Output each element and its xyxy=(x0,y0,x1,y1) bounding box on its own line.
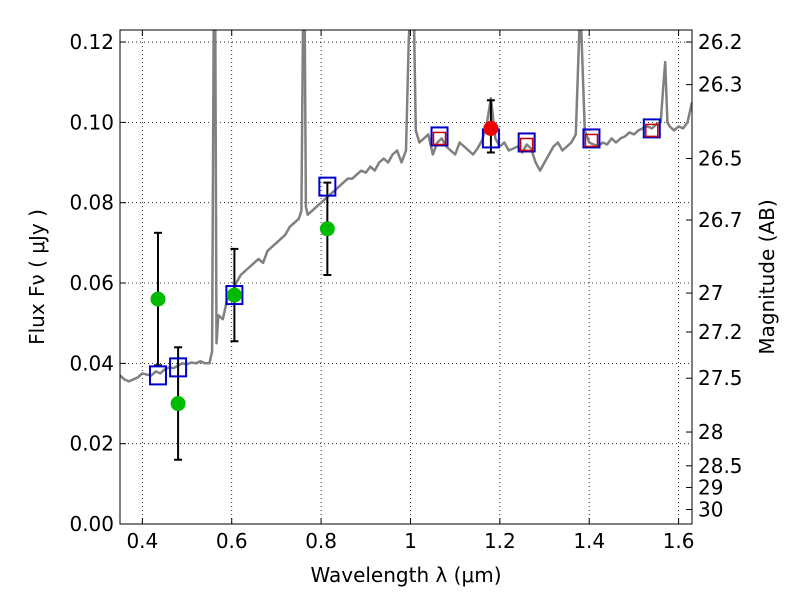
model-flux-square xyxy=(169,357,188,378)
mag-tick-label: 27 xyxy=(698,281,723,305)
plot-frame xyxy=(119,29,693,525)
x-tick-label: 1.4 xyxy=(573,529,605,553)
model-flux-square xyxy=(148,365,167,386)
x-tick-label: 1 xyxy=(404,529,417,553)
model-flux-square xyxy=(642,118,661,139)
model-flux-square-small xyxy=(432,131,447,146)
axis-ticks: 0.4 0.6 0.8 1 1.2 1.4 1.6 0.00 0.02 0.04 0.06 0.08 0… xyxy=(69,30,743,553)
observed-flux-point xyxy=(226,287,242,303)
mag-tick-label: 26.7 xyxy=(698,208,743,232)
mag-tick-label: 28 xyxy=(698,420,723,444)
x-axis-title: Wavelength λ (μm) xyxy=(310,563,501,587)
x-tick-label: 0.8 xyxy=(305,529,337,553)
y-tick-label: 0.10 xyxy=(69,110,114,134)
mag-tick-label: 30 xyxy=(698,498,723,522)
model-flux-square-small xyxy=(584,133,599,148)
mag-tick-label: 28.5 xyxy=(698,454,743,478)
y-tick-label: 0.02 xyxy=(69,432,114,456)
y2-axis-title: Magnitude (AB) xyxy=(755,199,779,354)
mag-tick-label: 26.2 xyxy=(698,30,743,54)
mag-tick-label: 27.5 xyxy=(698,366,743,390)
model-flux-square-small xyxy=(645,123,659,138)
model-flux-square xyxy=(430,126,449,147)
y-tick-label: 0.06 xyxy=(69,271,114,295)
plot-area xyxy=(120,30,692,461)
x-tick-label: 1.6 xyxy=(663,529,695,553)
x-tick-label: 0.6 xyxy=(216,529,248,553)
model-flux-square-small xyxy=(519,137,534,152)
observed-flux-point xyxy=(483,120,499,136)
x-tick-label: 1.2 xyxy=(484,529,516,553)
mag-tick-label: 26.5 xyxy=(698,147,743,171)
model-flux-square xyxy=(517,132,536,153)
observed-flux-point xyxy=(150,291,166,307)
observed-flux-point xyxy=(319,221,335,237)
y-tick-label: 0.08 xyxy=(69,191,114,215)
grid-lines xyxy=(120,30,692,524)
model-flux-square xyxy=(318,176,337,197)
y-tick-label: 0.04 xyxy=(69,351,114,375)
mag-tick-label: 26.3 xyxy=(698,73,743,97)
mag-tick-label: 29 xyxy=(698,475,723,499)
model-flux-square xyxy=(225,285,244,306)
y-tick-label: 0.12 xyxy=(69,30,114,54)
mag-tick-label: 27.2 xyxy=(698,320,743,344)
y-tick-label: 0.00 xyxy=(69,512,114,536)
x-tick-label: 0.4 xyxy=(126,529,158,553)
observed-flux-point xyxy=(170,396,186,412)
model-flux-square xyxy=(582,128,601,149)
y-axis-title: Flux Fν ( μJy ) xyxy=(25,209,49,345)
